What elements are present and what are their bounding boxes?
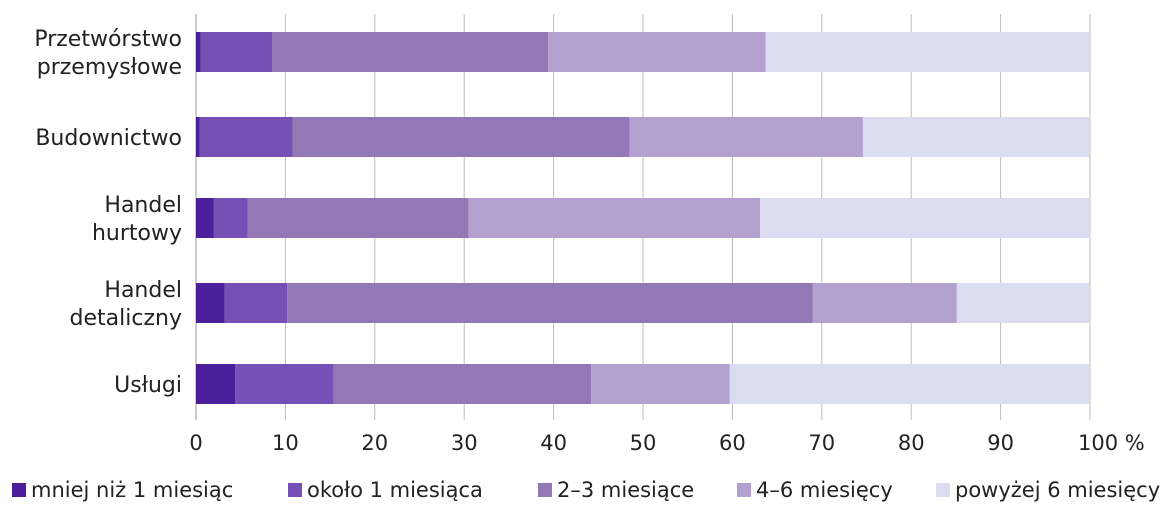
category-label: Budownictwo xyxy=(35,126,182,151)
legend-label: 4–6 miesięcy xyxy=(756,478,893,502)
category-label: Przetwórstwo przemysłowe xyxy=(34,27,182,80)
bar-segment xyxy=(224,283,288,323)
bar-segment xyxy=(765,32,1090,72)
bar-segment xyxy=(591,364,730,404)
x-tick-label: 20 xyxy=(361,431,388,455)
bar-segment xyxy=(213,198,248,238)
legend-item: mniej niż 1 miesiąc xyxy=(12,478,233,502)
category-label: Handel detaliczny xyxy=(70,278,182,331)
legend-item: 2–3 miesiące xyxy=(538,478,694,502)
bar-segment xyxy=(812,283,957,323)
bar-segment xyxy=(629,117,863,157)
legend-item: około 1 miesiąca xyxy=(288,478,483,502)
legend-item: 4–6 miesięcy xyxy=(737,478,893,502)
legend-label: około 1 miesiąca xyxy=(307,478,483,502)
x-tick-label: 0 xyxy=(189,431,202,455)
x-tick-label: 10 xyxy=(272,431,299,455)
category-label-line: hurtowy xyxy=(92,221,182,246)
x-tick-label: 80 xyxy=(898,431,925,455)
legend-swatch xyxy=(538,483,552,497)
category-labels: Przetwórstwo przemysłowe Budownictwo Handel… xyxy=(34,27,182,398)
bars xyxy=(196,32,1090,404)
x-tick-label: 100 % xyxy=(1078,431,1145,455)
bar-segment xyxy=(292,117,630,157)
bar-segment xyxy=(196,364,236,404)
bar-segment xyxy=(333,364,592,404)
bar-segment xyxy=(548,32,766,72)
x-tick-label: 40 xyxy=(540,431,567,455)
legend-swatch xyxy=(288,483,302,497)
legend-label: mniej niż 1 miesiąc xyxy=(31,478,233,502)
x-tick-label: 60 xyxy=(719,431,746,455)
category-label: Usługi xyxy=(114,373,182,398)
legend-swatch xyxy=(936,483,950,497)
bar-segment xyxy=(196,117,200,157)
bar-segment xyxy=(760,198,1090,238)
bar-segment xyxy=(862,117,1090,157)
legend-swatch xyxy=(12,483,26,497)
bar-segment xyxy=(247,198,469,238)
legend-label: powyżej 6 miesięcy xyxy=(955,478,1160,502)
bar-segment xyxy=(235,364,334,404)
bar-segment xyxy=(468,198,761,238)
x-tick-labels: 0 10 20 30 40 50 60 70 80 90 100 % xyxy=(189,431,1144,455)
bar-segment xyxy=(199,117,293,157)
category-label-line: Przetwórstwo xyxy=(34,27,182,52)
legend-item: powyżej 6 miesięcy xyxy=(936,478,1160,502)
bar-segment xyxy=(956,283,1090,323)
bar-segment xyxy=(196,32,201,72)
x-tick-label: 30 xyxy=(451,431,478,455)
category-label-line: detaliczny xyxy=(70,306,182,331)
bar-segment xyxy=(200,32,272,72)
bar-segment xyxy=(196,198,214,238)
category-label: Handel hurtowy xyxy=(92,193,182,246)
legend-swatch xyxy=(737,483,751,497)
x-tick-label: 50 xyxy=(630,431,657,455)
category-label-line: Budownictwo xyxy=(35,126,182,151)
bar-segment xyxy=(729,364,1090,404)
bar-segment xyxy=(287,283,813,323)
bar-segment xyxy=(271,32,549,72)
bar-segment xyxy=(196,283,225,323)
category-label-line: przemysłowe xyxy=(37,55,182,80)
legend: mniej niż 1 miesiąc około 1 miesiąca 2–3 m… xyxy=(12,478,1160,502)
category-label-line: Usługi xyxy=(114,373,182,398)
category-label-line: Handel xyxy=(104,193,182,218)
x-tick-label: 70 xyxy=(808,431,835,455)
x-tick-label: 90 xyxy=(987,431,1014,455)
category-label-line: Handel xyxy=(104,278,182,303)
legend-label: 2–3 miesiące xyxy=(557,478,694,502)
